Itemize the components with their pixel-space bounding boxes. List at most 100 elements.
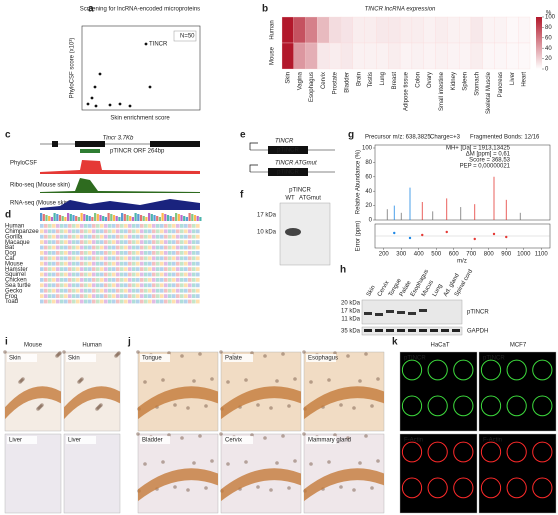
residue [144, 261, 148, 266]
residue [160, 272, 164, 277]
residue [188, 245, 192, 250]
residue [172, 272, 176, 277]
cell [401, 441, 423, 463]
cell [180, 354, 184, 358]
logo [129, 216, 132, 221]
residue [140, 283, 144, 288]
cell [263, 436, 267, 440]
residue [192, 267, 196, 271]
residue [92, 261, 96, 266]
tile-label-bg [223, 436, 253, 444]
tissue [304, 468, 384, 502]
residue [108, 272, 112, 277]
tile-label: Skin [9, 356, 21, 362]
residue [192, 234, 196, 239]
residue [180, 283, 184, 288]
column-label: Small intestine [439, 71, 445, 111]
residue [72, 299, 76, 304]
residue [184, 294, 188, 298]
residue [84, 240, 88, 244]
residue [196, 294, 200, 298]
residue [160, 283, 164, 288]
residue [84, 278, 88, 282]
residue [96, 272, 100, 277]
band [397, 311, 405, 314]
track [40, 160, 200, 174]
residue [60, 224, 64, 228]
residue [116, 229, 120, 234]
residue [136, 294, 140, 298]
residue [128, 288, 132, 293]
cell [198, 434, 202, 438]
heatmap-cell [423, 16, 436, 44]
residue [176, 229, 180, 234]
row-label: Mouse [270, 46, 276, 65]
species-label: Gorilla [5, 234, 23, 240]
residue [112, 272, 116, 277]
band-label: pTINCR [467, 310, 489, 316]
cell [161, 460, 165, 464]
column-label: Spleen [463, 72, 469, 91]
residue [120, 234, 124, 239]
residue [152, 278, 156, 282]
residue [184, 299, 188, 304]
residue [168, 267, 172, 271]
cell [333, 433, 337, 437]
residue [196, 288, 200, 293]
residue [112, 278, 116, 282]
residue [68, 261, 72, 266]
residue [132, 224, 136, 228]
ms-stat: ΔM [ppm] = 0,61 [466, 152, 511, 158]
residue [84, 224, 88, 228]
residue [116, 278, 120, 282]
cell [173, 485, 177, 489]
residue [48, 229, 52, 234]
column-label: Skin [285, 72, 291, 84]
residue [128, 294, 132, 298]
cell [55, 354, 59, 358]
residue [112, 267, 116, 271]
residue [112, 299, 116, 304]
residue [188, 234, 192, 239]
logo [175, 213, 178, 221]
residue [140, 251, 144, 255]
heatmap-cell [435, 16, 448, 44]
tick-label: 400 [414, 252, 425, 258]
residue [124, 234, 128, 239]
species-label: Dog [5, 251, 16, 257]
residue [124, 288, 128, 293]
residue [128, 278, 132, 282]
logo [110, 214, 113, 221]
residue [68, 288, 72, 293]
residue [160, 278, 164, 282]
cell [161, 378, 165, 382]
logo [148, 213, 151, 221]
residue [184, 267, 188, 271]
residue [44, 288, 48, 293]
residue [96, 261, 100, 266]
residue [188, 267, 192, 271]
residue [132, 267, 136, 271]
residue [156, 294, 160, 298]
residue [60, 283, 64, 288]
residue [148, 278, 152, 282]
panel-label: a [88, 4, 94, 15]
residue [144, 251, 148, 255]
species-label: Gecko [5, 288, 23, 294]
residue [160, 224, 164, 228]
residue [88, 278, 92, 282]
point [94, 104, 98, 108]
residue [184, 256, 188, 261]
residue [148, 267, 152, 271]
marker-label: 11 kDa [341, 317, 360, 323]
residue [68, 234, 72, 239]
point [93, 85, 97, 89]
residue [136, 283, 140, 288]
residue [120, 283, 124, 288]
residue [172, 288, 176, 293]
column-label: Breast [392, 72, 398, 90]
residue [124, 283, 128, 288]
residue [48, 288, 52, 293]
cell [226, 462, 230, 466]
residue [176, 261, 180, 266]
